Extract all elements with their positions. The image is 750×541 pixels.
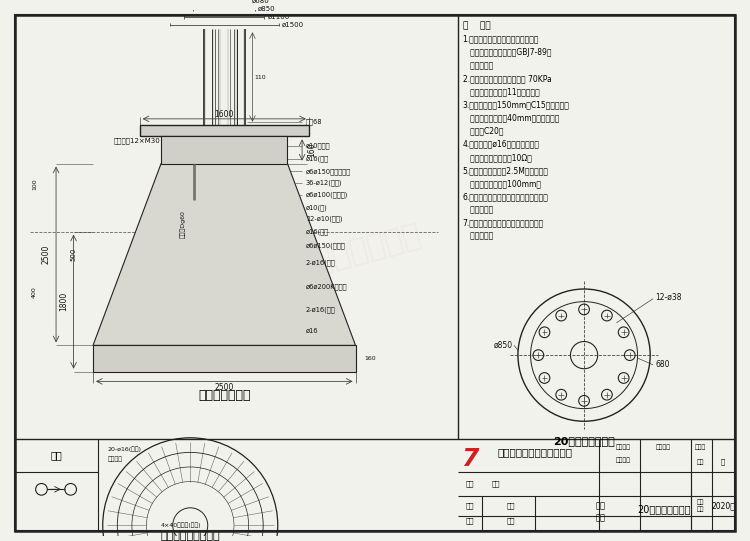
Text: ø6ø150(环向）: ø6ø150(环向） <box>306 242 346 248</box>
Text: 20米高杆灯法兰图: 20米高杆灯法兰图 <box>554 436 615 446</box>
Text: 东莞七度照明科技: 东莞七度照明科技 <box>277 220 425 286</box>
Text: 设计: 设计 <box>466 480 474 487</box>
Text: 680: 680 <box>655 360 670 370</box>
Text: ø1100: ø1100 <box>267 14 290 19</box>
Text: 方能施工。: 方能施工。 <box>463 232 493 241</box>
Text: 400: 400 <box>32 287 38 298</box>
Text: 校对: 校对 <box>506 517 515 524</box>
Text: 2500: 2500 <box>214 382 234 392</box>
Polygon shape <box>93 163 356 345</box>
Text: 应高出回填土表面100mm；: 应高出回填土表面100mm； <box>463 179 541 188</box>
Text: ø10(环): ø10(环) <box>306 204 328 210</box>
Text: 图纸
日期: 图纸 日期 <box>697 500 704 512</box>
Text: ø680: ø680 <box>252 0 270 4</box>
Text: 套: 套 <box>721 459 725 465</box>
Text: 工程名称: 工程名称 <box>616 457 632 463</box>
Text: 和最大风力不超过11级的地区；: 和最大风力不超过11级的地区； <box>463 87 539 96</box>
Text: 审核: 审核 <box>506 503 515 509</box>
Text: 5.本基础埋设深度为2.5M，基础顶面: 5.本基础埋设深度为2.5M，基础顶面 <box>463 166 548 175</box>
Text: 数量: 数量 <box>697 459 704 465</box>
Text: ø850: ø850 <box>494 341 513 350</box>
Text: ø10（环）: ø10（环） <box>306 143 331 149</box>
Polygon shape <box>140 124 309 136</box>
Text: 4×40底筋距(两层): 4×40底筋距(两层) <box>160 523 201 528</box>
Text: 2500: 2500 <box>42 245 51 264</box>
Text: 说    明：: 说 明： <box>463 22 490 31</box>
Text: 3.本基础垫层为150mm厚C15素混凝土，: 3.本基础垫层为150mm厚C15素混凝土， <box>463 101 569 109</box>
Polygon shape <box>93 345 356 372</box>
Text: 12-ø38: 12-ø38 <box>655 292 682 301</box>
Text: 等级为C20；: 等级为C20； <box>463 127 503 136</box>
Text: 上下配筋: 上下配筋 <box>107 457 122 462</box>
Text: 36-ø12(竖向): 36-ø12(竖向) <box>306 180 343 186</box>
Text: 鐵板68: 鐵板68 <box>306 118 322 125</box>
Text: ø16: ø16 <box>306 328 319 334</box>
Text: 7.本基础应征得当地城建部门认可后，: 7.本基础应征得当地城建部门认可后， <box>463 219 544 228</box>
Text: 东菞七度照明科技有限公司: 东菞七度照明科技有限公司 <box>498 447 573 457</box>
Text: 2-ø16(环）: 2-ø16(环） <box>306 306 336 313</box>
Text: ø6ø100(螺旋筋): ø6ø100(螺旋筋) <box>306 192 348 198</box>
Text: 单位: 单位 <box>50 450 62 460</box>
Text: 筑地基基础设计规范》GBJ7-89等: 筑地基基础设计规范》GBJ7-89等 <box>463 48 551 57</box>
Text: 20米高杆灯基础图: 20米高杆灯基础图 <box>637 504 691 514</box>
Text: 地基基础立面图: 地基基础立面图 <box>198 388 250 401</box>
Text: 160: 160 <box>308 143 316 157</box>
Text: ø16(环）: ø16(环） <box>306 228 329 235</box>
Text: ø6ø200K筋筋）: ø6ø200K筋筋） <box>306 284 347 291</box>
Text: 平，接地电阔应小于10Ω；: 平，接地电阔应小于10Ω； <box>463 153 532 162</box>
Text: 2.本基础适用于地基强度値） 70KPa: 2.本基础适用于地基强度値） 70KPa <box>463 74 551 83</box>
Text: 制图: 制图 <box>466 517 474 524</box>
Text: ø16(环）: ø16(环） <box>306 155 329 162</box>
Text: 1600: 1600 <box>214 110 234 120</box>
Text: 钉筋保护层厚度为40mm，混凝土强度: 钉筋保护层厚度为40mm，混凝土强度 <box>463 114 559 122</box>
Text: 图纸: 图纸 <box>596 502 605 510</box>
Text: 审核: 审核 <box>492 480 500 487</box>
Text: 110: 110 <box>254 75 266 80</box>
Text: 施工图: 施工图 <box>695 445 706 450</box>
Text: 地基横面钉筋结构图: 地基横面钉筋结构图 <box>160 531 220 541</box>
Text: 6.本图纸未详尽事宜参照国家有关规定，: 6.本图纸未详尽事宜参照国家有关规定， <box>463 192 548 201</box>
Text: 2020年: 2020年 <box>711 502 735 510</box>
Text: 设计: 设计 <box>466 503 474 509</box>
Text: ø1500: ø1500 <box>282 22 304 28</box>
Text: 4.两根接地线ø16与地脚螺栋应焊: 4.两根接地线ø16与地脚螺栋应焊 <box>463 140 539 149</box>
Text: 标准设计。: 标准设计。 <box>463 61 493 70</box>
Text: 100: 100 <box>32 178 38 190</box>
Text: 12-ø10(竖向): 12-ø10(竖向) <box>306 216 343 222</box>
Text: ø6ø150（螺旋筋）: ø6ø150（螺旋筋） <box>306 168 351 175</box>
Text: ø850: ø850 <box>258 6 276 12</box>
Text: 设计审查: 设计审查 <box>656 445 670 450</box>
Text: 160: 160 <box>364 356 376 361</box>
Text: 20-ø16(竖向): 20-ø16(竖向) <box>107 447 142 452</box>
Text: 产品名称: 产品名称 <box>616 445 632 450</box>
Text: 500: 500 <box>70 248 76 261</box>
Text: 电缆管Dg60: 电缆管Dg60 <box>180 210 185 238</box>
Text: 1.本基础为钉筋混凝土结构；按《建: 1.本基础为钉筋混凝土结构；按《建 <box>463 35 539 44</box>
Polygon shape <box>161 136 287 163</box>
Text: 标准执行。: 标准执行。 <box>463 206 493 214</box>
Text: 1800: 1800 <box>59 292 68 311</box>
Text: 名称: 名称 <box>596 513 605 522</box>
Text: 地脚螺栓12×M30: 地脚螺栓12×M30 <box>113 137 160 143</box>
Text: 2-ø16(环）: 2-ø16(环） <box>306 260 336 266</box>
Text: 7: 7 <box>460 447 478 471</box>
Text: ø150: ø150 <box>262 153 280 159</box>
Text: 7: 7 <box>137 237 243 386</box>
